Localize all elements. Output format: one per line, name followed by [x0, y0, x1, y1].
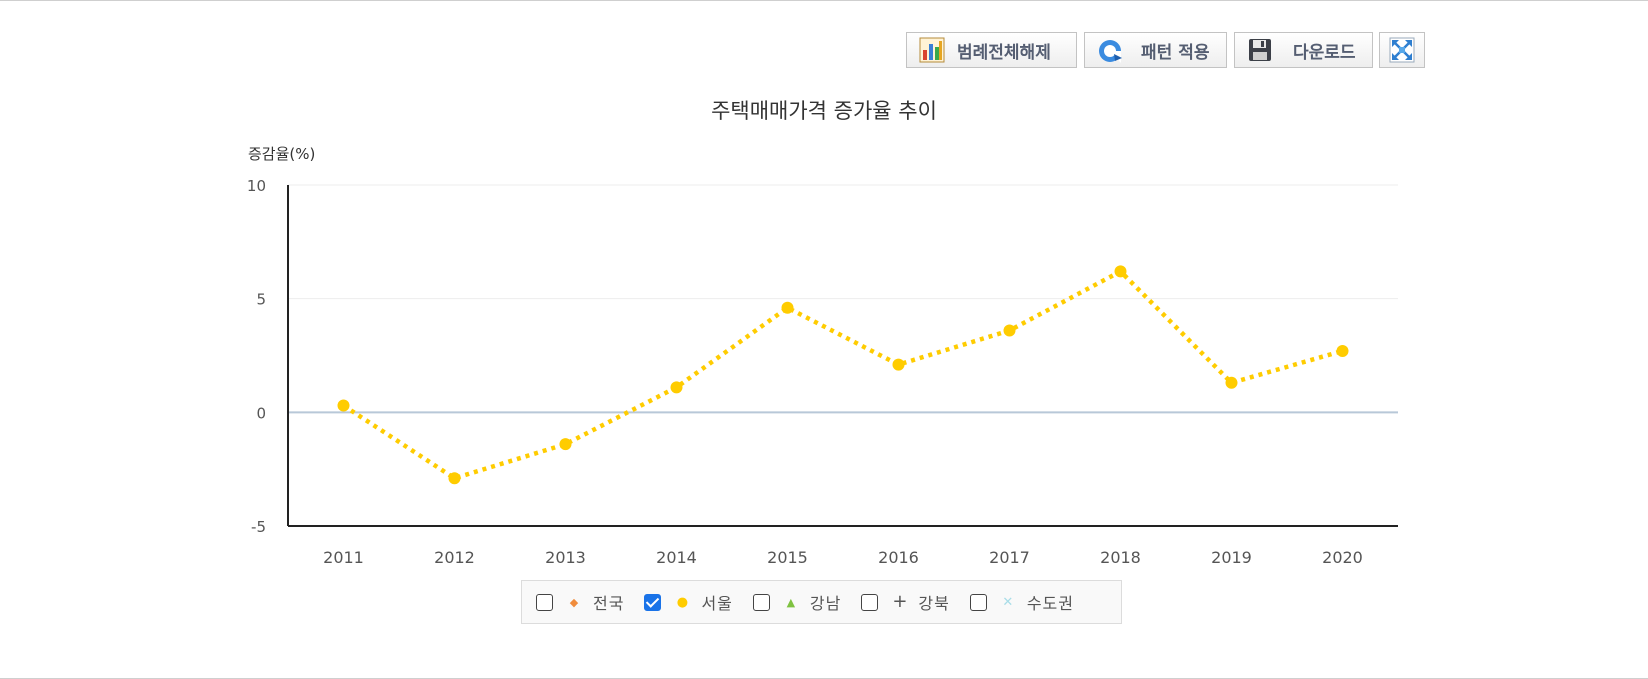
y-tick-label: 10: [247, 177, 266, 195]
legend-label: 서울: [701, 594, 733, 613]
data-point[interactable]: [559, 438, 572, 451]
series-line: [342, 268, 1344, 481]
y-tick-labels: -5 0 5 10: [247, 177, 266, 536]
series-layer: [337, 265, 1349, 485]
legend-checkbox[interactable]: [861, 593, 879, 611]
data-point[interactable]: [337, 399, 350, 412]
diamond-marker-icon: ◆: [569, 595, 579, 609]
x-tick-label: 2013: [545, 548, 586, 567]
download-label: 다운로드: [1293, 42, 1356, 63]
pattern-apply-button[interactable]: 패턴 적용: [1084, 32, 1227, 68]
x-tick-label: 2011: [323, 548, 364, 567]
x-tick-label: 2017: [989, 548, 1030, 567]
x-tick-label: 2014: [656, 548, 697, 567]
download-button[interactable]: 다운로드: [1234, 32, 1373, 68]
legend-label: 강남: [809, 594, 842, 613]
chart-legend: ◆ 전국 ● 서울 ▲ 강남 + 강북 ✕ 수도권: [521, 580, 1122, 624]
refresh-icon: [1099, 40, 1122, 63]
x-tick-label: 2015: [767, 548, 808, 567]
data-point[interactable]: [781, 301, 794, 314]
y-tick-label: 0: [256, 404, 266, 422]
x-tick-label: 2012: [434, 548, 475, 567]
bar-chart-icon: [919, 37, 945, 63]
legend-checkbox[interactable]: [752, 593, 770, 611]
legend-item[interactable]: ▲ 강남: [752, 590, 842, 614]
expand-icon: [1389, 37, 1415, 63]
data-point[interactable]: [1225, 376, 1238, 389]
plus-marker-icon: +: [892, 591, 908, 612]
cross-marker-icon: ✕: [1002, 594, 1014, 610]
legend-label: 전국: [593, 594, 625, 613]
grid-lines: [288, 184, 1398, 414]
data-point[interactable]: [1003, 324, 1016, 337]
legend-checkbox[interactable]: [644, 593, 662, 611]
legend-clear-all-label: 범례전체해제: [957, 42, 1051, 63]
save-disk-icon: [1249, 39, 1271, 61]
data-point[interactable]: [670, 381, 683, 394]
legend-label: 수도권: [1026, 594, 1074, 613]
legend-clear-all-button[interactable]: 범례전체해제: [906, 32, 1077, 68]
x-tick-label: 2016: [878, 548, 919, 567]
legend-item[interactable]: ● 서울: [644, 590, 732, 614]
legend-item[interactable]: ◆ 전국: [536, 590, 624, 614]
top-divider: [0, 0, 1648, 1]
legend-checkbox[interactable]: [536, 593, 553, 611]
data-point[interactable]: [1336, 344, 1349, 357]
chart-title: 주택매매가격 증가율 추이: [711, 99, 937, 123]
x-tick-label: 2018: [1100, 548, 1141, 567]
circle-marker-icon: ●: [676, 594, 689, 610]
data-point[interactable]: [892, 358, 905, 371]
y-tick-label: 5: [256, 291, 266, 309]
data-point[interactable]: [1114, 265, 1127, 278]
legend-item[interactable]: + 강북: [861, 590, 949, 614]
legend-label: 강북: [918, 594, 950, 613]
y-axis-label: 증감율(%): [248, 145, 315, 163]
fullscreen-button[interactable]: [1379, 32, 1425, 68]
legend-item[interactable]: ✕ 수도권: [969, 590, 1074, 614]
legend-checkbox[interactable]: [969, 593, 987, 611]
x-tick-labels: 2011 2012 2013 2014 2015 2016 2017 2018 2019 2020: [323, 548, 1363, 567]
triangle-marker-icon: ▲: [786, 595, 796, 609]
x-tick-label: 2020: [1322, 548, 1363, 567]
y-tick-label: -5: [251, 518, 266, 536]
x-tick-label: 2019: [1211, 548, 1252, 567]
pattern-apply-label: 패턴 적용: [1141, 42, 1210, 63]
data-point[interactable]: [448, 472, 461, 485]
